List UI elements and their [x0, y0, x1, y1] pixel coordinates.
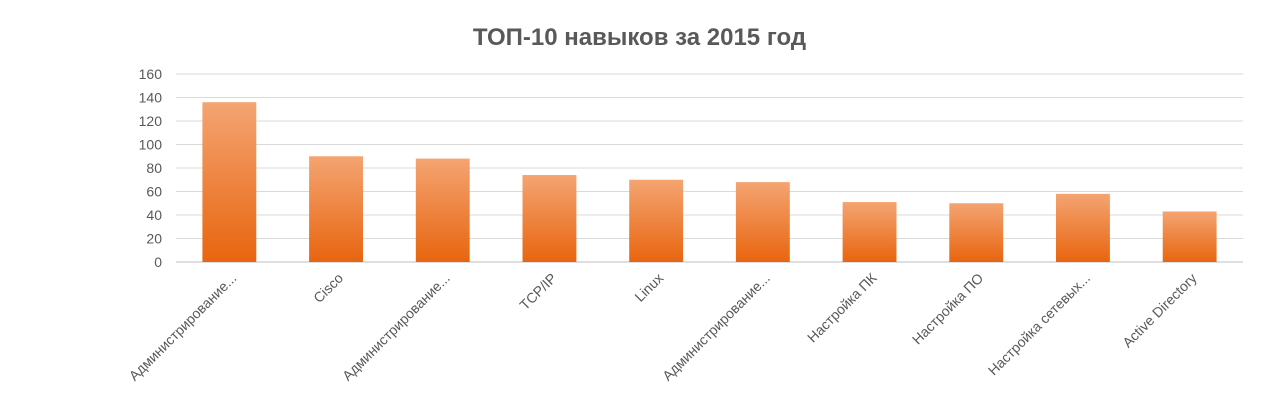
x-tick-label: Администрирование...: [659, 270, 773, 384]
bar: [1162, 211, 1217, 262]
x-tick-label: Active Directory: [1119, 270, 1200, 351]
x-tick-label: Настройка ПО: [909, 270, 987, 348]
x-axis-labels: Администрирование... CiscoАдминистрирован…: [126, 269, 1200, 384]
x-tick-label: Администрирование...: [126, 270, 240, 384]
bar: [309, 156, 363, 262]
bar: [949, 203, 1004, 262]
x-tick-label: Настройка сетевых...: [985, 270, 1093, 378]
y-tick-label: 40: [146, 207, 162, 223]
bar: [1056, 193, 1110, 262]
y-tick-label: 20: [146, 231, 162, 247]
chart-title: ТОП-10 навыков за 2015 год: [472, 24, 807, 51]
y-tick-label: 80: [146, 160, 162, 176]
bar: [202, 102, 257, 262]
bar: [522, 175, 577, 262]
bars: [202, 102, 1217, 262]
y-tick-label: 0: [154, 254, 162, 270]
bar: [629, 179, 684, 262]
x-tick-label: Администрирование...: [339, 270, 453, 384]
y-tick-label: 140: [139, 90, 163, 106]
x-tick-label: Linux: [631, 270, 666, 305]
x-tick-label: TCP/IP: [516, 270, 559, 313]
y-tick-label: 60: [146, 184, 162, 200]
bar: [842, 202, 897, 262]
y-tick-label: 120: [139, 113, 163, 129]
y-tick-label: 160: [139, 66, 163, 82]
y-tick-label: 100: [139, 137, 163, 153]
x-tick-label: Настройка ПК: [804, 269, 880, 345]
bar: [415, 158, 470, 262]
bar: [735, 182, 790, 262]
y-axis-ticks: 0 20 40 60 80 100 120 140 160: [139, 66, 163, 270]
x-tick-label: Cisco: [310, 270, 346, 306]
